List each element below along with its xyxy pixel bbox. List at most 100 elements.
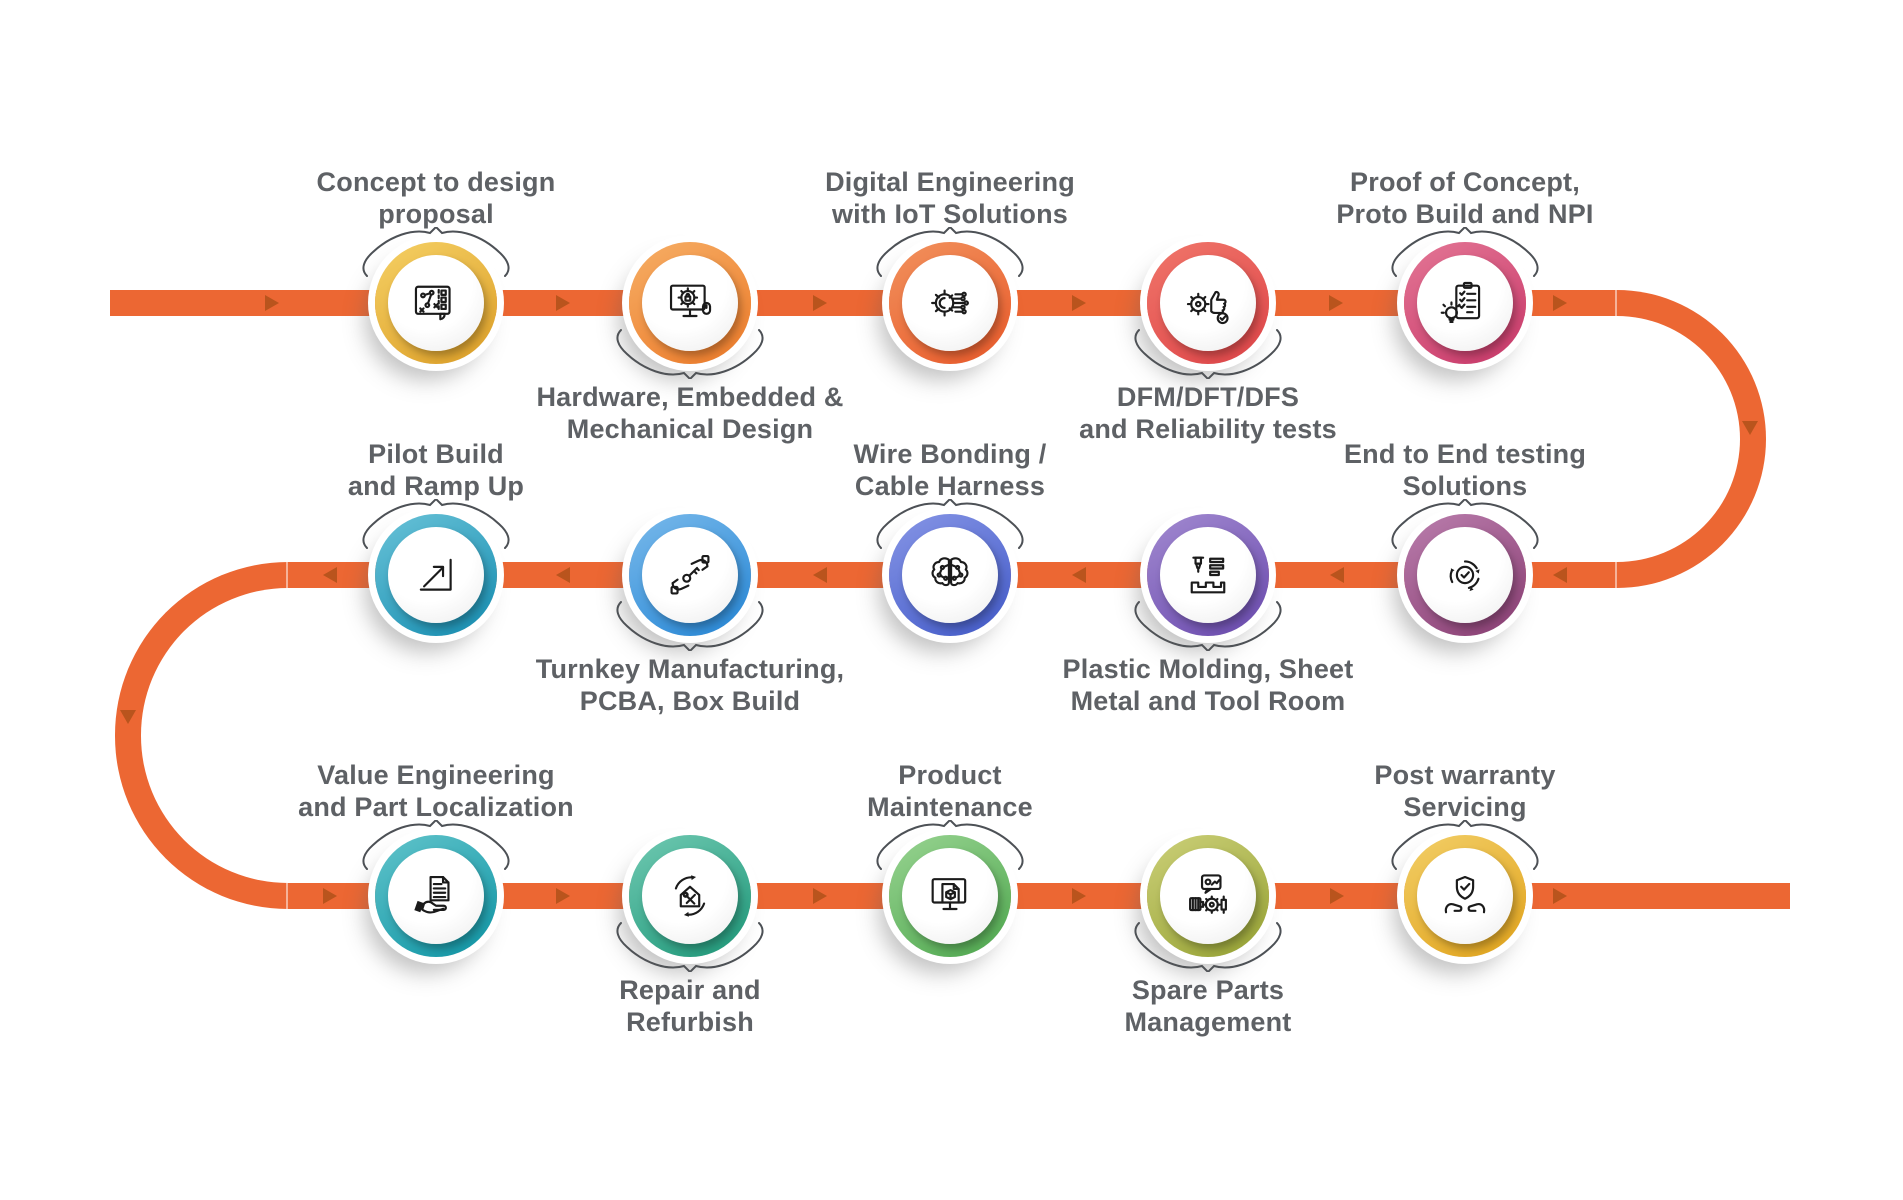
node-label: Hardware, Embedded & Mechanical Design xyxy=(536,382,844,444)
node-product-maintenance: Product Maintenance xyxy=(867,760,1033,957)
node-label: Digital Engineering with IoT Solutions xyxy=(825,167,1075,229)
node-ring xyxy=(1147,835,1269,957)
flow-arrow-right xyxy=(1553,888,1567,904)
flow-arrow-down xyxy=(120,710,136,724)
node-wire-bonding-cable-harness: Wire Bonding / Cable Harness xyxy=(853,439,1046,636)
gear-thumbs-up-icon xyxy=(1186,290,1229,325)
shield-hands-icon xyxy=(1444,875,1486,914)
bracket-arc xyxy=(1391,227,1539,277)
node-ring xyxy=(889,514,1011,636)
node-ring xyxy=(375,242,497,364)
strategy-board-icon xyxy=(414,285,451,321)
node-label: Concept to design proposal xyxy=(316,167,556,229)
bracket-arc xyxy=(1391,499,1539,549)
bracket-arc xyxy=(616,922,764,972)
bracket-arc xyxy=(362,499,510,549)
node-pilot-build-ramp-up: Pilot Build and Ramp Up xyxy=(348,439,524,636)
flow-arrow-left xyxy=(323,567,337,583)
ribbon-row-3 xyxy=(287,883,1790,909)
node-proof-of-concept-npi: Proof of Concept, Proto Build and NPI xyxy=(1336,167,1593,364)
clipboard-bulb-icon xyxy=(1440,281,1481,324)
node-label: Plastic Molding, Sheet Metal and Tool Ro… xyxy=(1062,654,1354,716)
repair-house-icon xyxy=(674,875,706,917)
node-label: Proof of Concept, Proto Build and NPI xyxy=(1336,167,1594,229)
bracket-arc xyxy=(1134,601,1282,651)
node-label: Turnkey Manufacturing, PCBA, Box Build xyxy=(535,654,845,716)
node-ring xyxy=(1404,242,1526,364)
node-ring xyxy=(375,514,497,636)
node-hardware-embedded-mechanical: Hardware, Embedded & Mechanical Design xyxy=(536,242,843,444)
node-label: End to End testing Solutions xyxy=(1343,439,1587,501)
molding-machine-icon xyxy=(1190,556,1226,594)
node-ring xyxy=(889,242,1011,364)
robot-hand-key-icon xyxy=(670,554,710,595)
node-plastic-molding-tool-room: Plastic Molding, Sheet Metal and Tool Ro… xyxy=(1063,514,1353,716)
bracket-arc xyxy=(1134,922,1282,972)
bracket-arc xyxy=(876,499,1024,549)
node-ring xyxy=(375,835,497,957)
flow-arrow-right xyxy=(556,888,570,904)
node-label: DFM/DFT/DFS and Reliability tests xyxy=(1079,382,1337,444)
node-ring xyxy=(889,835,1011,957)
ribbon-row-1 xyxy=(110,290,1616,316)
node-label: Wire Bonding / Cable Harness xyxy=(853,439,1047,501)
node-ring xyxy=(1404,835,1526,957)
node-post-warranty-servicing: Post warranty Servicing xyxy=(1374,760,1555,957)
node-digital-engineering-iot: Digital Engineering with IoT Solutions xyxy=(825,167,1075,364)
ribbon-seam xyxy=(1615,562,1617,588)
node-label: Value Engineering and Part Localization xyxy=(298,760,574,822)
node-repair-and-refurbish: Repair and Refurbish xyxy=(615,835,765,1037)
flow-arrow-right xyxy=(323,888,337,904)
node-label: Post warranty Servicing xyxy=(1374,760,1556,822)
document-hand-icon xyxy=(414,875,450,914)
flow-arrow-right xyxy=(1330,888,1344,904)
flow-arrow-left xyxy=(1330,567,1344,583)
monitor-package-icon xyxy=(931,878,967,911)
bracket-arc xyxy=(362,227,510,277)
node-ring xyxy=(1404,514,1526,636)
flow-arrow-right xyxy=(1072,295,1086,311)
flow-arrow-down xyxy=(1742,421,1758,435)
ribbon-seam xyxy=(286,883,288,909)
node-value-engineering-localization: Value Engineering and Part Localization xyxy=(298,760,574,957)
flow-arrow-right xyxy=(1329,295,1343,311)
bracket-arc xyxy=(616,601,764,651)
node-label: Product Maintenance xyxy=(867,760,1033,822)
motor-gear-icon xyxy=(1189,874,1227,914)
node-ring xyxy=(1147,242,1269,364)
gear-circuit-icon xyxy=(931,289,969,317)
node-ring xyxy=(1147,514,1269,636)
node-concept-to-design-proposal: Concept to design proposal xyxy=(317,167,555,364)
growth-arrow-icon xyxy=(419,558,452,591)
flow-arrow-left xyxy=(1072,567,1086,583)
bracket-arc xyxy=(1391,820,1539,870)
node-end-to-end-testing: End to End testing Solutions xyxy=(1344,439,1586,636)
node-ring xyxy=(629,242,751,364)
bracket-arc xyxy=(362,820,510,870)
wired-brain-icon xyxy=(931,557,969,587)
cycle-check-icon xyxy=(1449,560,1480,592)
flow-arrow-left xyxy=(556,567,570,583)
node-label: Pilot Build and Ramp Up xyxy=(347,439,525,501)
ribbon-seam xyxy=(286,562,288,588)
node-ring xyxy=(629,514,751,636)
flow-arrow-left xyxy=(1553,567,1567,583)
flow-arrow-right xyxy=(265,295,279,311)
flow-arrow-right xyxy=(813,295,827,311)
flow-arrow-right xyxy=(556,295,570,311)
flow-arrow-right xyxy=(813,888,827,904)
ribbon-left-turn xyxy=(115,562,288,909)
node-dfm-dft-dfs-reliability: DFM/DFT/DFS and Reliability tests xyxy=(1079,242,1337,444)
flow-arrow-right xyxy=(1072,888,1086,904)
bracket-arc xyxy=(616,329,764,379)
bracket-arc xyxy=(876,820,1024,870)
bracket-arc xyxy=(876,227,1024,277)
bracket-arc xyxy=(1134,329,1282,379)
ribbon-seam xyxy=(1615,290,1617,316)
node-label: Repair and Refurbish xyxy=(619,975,761,1037)
monitor-gear-lock-icon xyxy=(669,284,712,318)
flow-arrow-right xyxy=(1553,295,1567,311)
node-turnkey-manufacturing-pcba: Turnkey Manufacturing, PCBA, Box Build xyxy=(536,514,844,716)
node-ring xyxy=(629,835,751,957)
flow-arrow-left xyxy=(813,567,827,583)
